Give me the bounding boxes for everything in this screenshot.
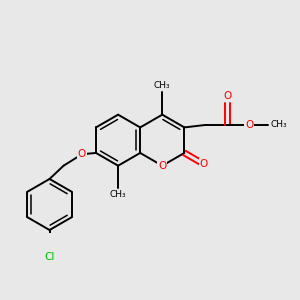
Text: CH₃: CH₃ <box>110 190 126 199</box>
Text: O: O <box>200 159 208 169</box>
Text: CH₃: CH₃ <box>154 81 171 90</box>
Text: O: O <box>78 149 86 159</box>
Text: O: O <box>158 161 166 171</box>
Text: O: O <box>245 120 253 130</box>
Text: Cl: Cl <box>44 252 55 262</box>
Text: CH₃: CH₃ <box>270 120 287 129</box>
Text: O: O <box>224 91 232 101</box>
